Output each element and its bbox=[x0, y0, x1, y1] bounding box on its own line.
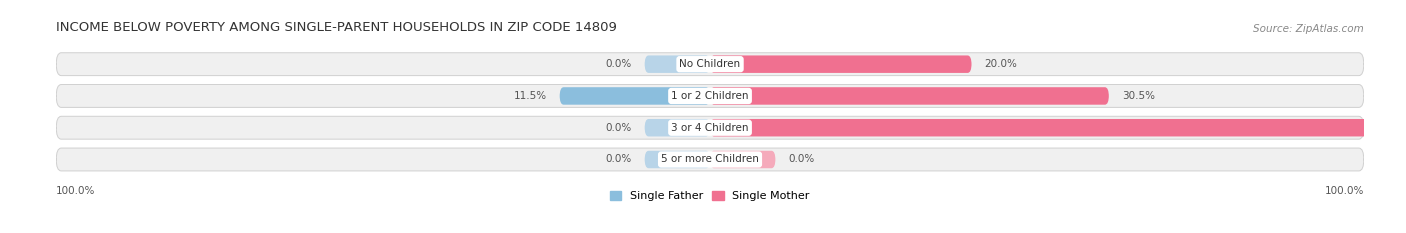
Text: 11.5%: 11.5% bbox=[513, 91, 547, 101]
Text: 20.0%: 20.0% bbox=[984, 59, 1018, 69]
FancyBboxPatch shape bbox=[644, 55, 710, 73]
Text: 0.0%: 0.0% bbox=[789, 154, 814, 164]
FancyBboxPatch shape bbox=[56, 53, 1364, 76]
FancyBboxPatch shape bbox=[710, 119, 1406, 137]
FancyBboxPatch shape bbox=[56, 116, 1364, 139]
FancyBboxPatch shape bbox=[710, 87, 1109, 105]
Text: 3 or 4 Children: 3 or 4 Children bbox=[671, 123, 749, 133]
Text: No Children: No Children bbox=[679, 59, 741, 69]
Text: 1 or 2 Children: 1 or 2 Children bbox=[671, 91, 749, 101]
FancyBboxPatch shape bbox=[710, 151, 776, 168]
Text: INCOME BELOW POVERTY AMONG SINGLE-PARENT HOUSEHOLDS IN ZIP CODE 14809: INCOME BELOW POVERTY AMONG SINGLE-PARENT… bbox=[56, 21, 617, 34]
FancyBboxPatch shape bbox=[56, 85, 1364, 107]
Text: 0.0%: 0.0% bbox=[606, 154, 631, 164]
Text: 5 or more Children: 5 or more Children bbox=[661, 154, 759, 164]
Text: 100.0%: 100.0% bbox=[56, 185, 96, 195]
Legend: Single Father, Single Mother: Single Father, Single Mother bbox=[610, 191, 810, 201]
FancyBboxPatch shape bbox=[644, 151, 710, 168]
FancyBboxPatch shape bbox=[560, 87, 710, 105]
FancyBboxPatch shape bbox=[56, 148, 1364, 171]
Text: 0.0%: 0.0% bbox=[606, 123, 631, 133]
FancyBboxPatch shape bbox=[644, 119, 710, 137]
Text: 0.0%: 0.0% bbox=[606, 59, 631, 69]
Text: Source: ZipAtlas.com: Source: ZipAtlas.com bbox=[1253, 24, 1364, 34]
Text: 100.0%: 100.0% bbox=[1324, 185, 1364, 195]
FancyBboxPatch shape bbox=[710, 55, 972, 73]
Text: 30.5%: 30.5% bbox=[1122, 91, 1154, 101]
